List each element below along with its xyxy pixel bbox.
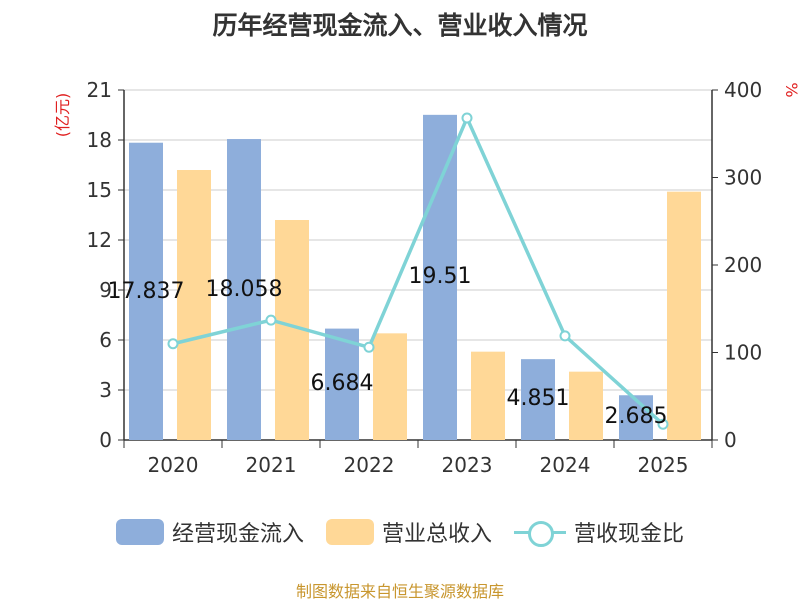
data-label-cash-inflow: 2.685 [605, 404, 668, 429]
x-tick-label: 2023 [442, 453, 493, 477]
bar-cash-inflow [619, 395, 653, 440]
data-label-cash-inflow: 18.058 [206, 277, 283, 302]
y-left-tick-label: 9 [99, 278, 112, 302]
legend-label-revenue: 营业总收入 [381, 522, 492, 547]
y-right-tick-label: 300 [724, 166, 762, 190]
bar-revenue [373, 333, 407, 440]
x-tick-label: 2025 [638, 453, 689, 477]
legend-item-revenue[interactable]: 营业总收入 [325, 516, 492, 548]
legend-item-ratio[interactable]: 营收现金比 [514, 516, 684, 548]
y-right-tick-label: 400 [724, 78, 762, 102]
bar-cash-inflow [325, 328, 359, 440]
y-left-tick-label: 0 [99, 428, 112, 452]
point-ratio [363, 341, 375, 353]
point-ratio [559, 330, 571, 342]
data-label-cash-inflow: 19.51 [409, 264, 472, 289]
y-right-unit: % [782, 82, 800, 97]
y-left-tick-label: 6 [99, 328, 112, 352]
data-label-cash-inflow: 17.837 [108, 279, 185, 304]
y-left-tick-label: 21 [87, 78, 112, 102]
x-tick-label: 2022 [344, 453, 395, 477]
bar-cash-inflow [227, 139, 261, 441]
bar-cash-inflow [521, 359, 555, 440]
bar-revenue [569, 371, 603, 440]
chart-title: 历年经营现金流入、营业收入情况 [212, 11, 588, 40]
y-left-unit: (亿元) [53, 93, 72, 138]
y-right-tick-label: 200 [724, 253, 762, 277]
bar-cash-inflow [129, 142, 163, 440]
y-right-tick-label: 100 [724, 341, 762, 365]
x-tick-label: 2024 [540, 453, 591, 477]
y-right-tick-label: 0 [724, 428, 737, 452]
source-footer: 制图数据来自恒生聚源数据库 [295, 582, 504, 601]
bar-revenue [177, 170, 211, 440]
y-left-tick-label: 18 [87, 128, 112, 152]
bar-revenue [471, 351, 505, 440]
bar-cash-inflow [423, 114, 457, 440]
data-label-cash-inflow: 6.684 [311, 371, 374, 396]
point-ratio [265, 314, 277, 326]
x-tick-label: 2020 [148, 453, 199, 477]
bar-revenue [667, 191, 701, 440]
y-left-tick-label: 3 [99, 378, 112, 402]
line-ratio [172, 113, 665, 426]
legend-swatch-cash-inflow [115, 519, 164, 545]
y-left-tick-label: 15 [87, 178, 112, 202]
legend-label-cash-inflow: 经营现金流入 [171, 522, 304, 547]
point-ratio [657, 418, 669, 430]
x-tick-label: 2021 [246, 453, 297, 477]
y-left-tick-label: 12 [87, 228, 112, 252]
legend-swatch-revenue [325, 519, 374, 545]
point-ratio [167, 338, 179, 350]
legend-label-ratio: 营收现金比 [574, 522, 685, 547]
legend: 经营现金流入 营业总收入 营收现金比 [0, 516, 800, 548]
legend-swatch-ratio [514, 519, 566, 547]
point-ratio [461, 112, 473, 124]
legend-item-cash-inflow[interactable]: 经营现金流入 [115, 516, 304, 548]
data-label-cash-inflow: 4.851 [507, 386, 570, 411]
